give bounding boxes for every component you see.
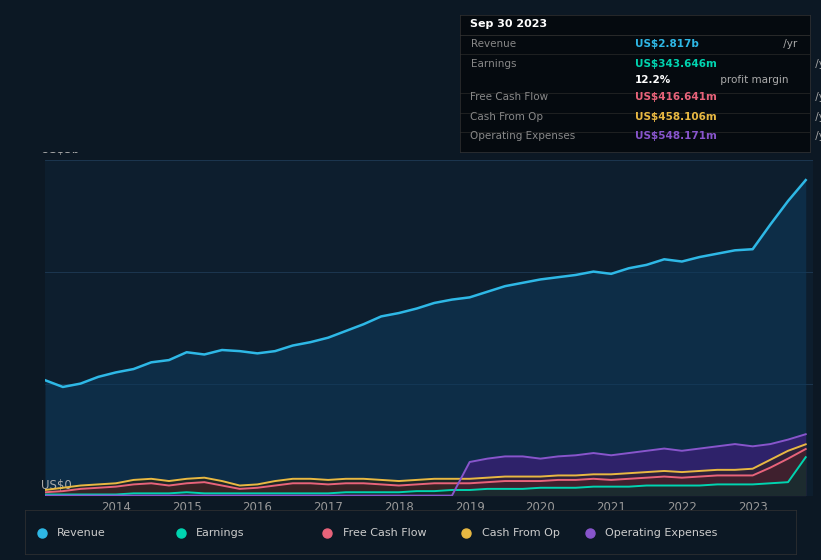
Text: 12.2%: 12.2%	[635, 74, 672, 85]
Text: Cash From Op: Cash From Op	[481, 528, 559, 538]
Text: Sep 30 2023: Sep 30 2023	[470, 19, 548, 29]
Text: /yr: /yr	[812, 92, 821, 102]
Text: US$548.171m: US$548.171m	[635, 132, 717, 141]
Text: Earnings: Earnings	[196, 528, 245, 538]
Text: profit margin: profit margin	[718, 74, 789, 85]
Text: Free Cash Flow: Free Cash Flow	[342, 528, 426, 538]
Text: /yr: /yr	[812, 59, 821, 69]
Text: Earnings: Earnings	[470, 59, 516, 69]
Text: Operating Expenses: Operating Expenses	[605, 528, 718, 538]
Text: /yr: /yr	[780, 39, 797, 49]
Text: US$2.817b: US$2.817b	[635, 39, 699, 49]
Text: US$0: US$0	[41, 479, 72, 492]
Text: Revenue: Revenue	[57, 528, 106, 538]
Text: /yr: /yr	[812, 112, 821, 122]
Text: Revenue: Revenue	[470, 39, 516, 49]
Text: US$416.641m: US$416.641m	[635, 92, 717, 102]
Text: US$343.646m: US$343.646m	[635, 59, 717, 69]
Text: US$458.106m: US$458.106m	[635, 112, 717, 122]
Text: Free Cash Flow: Free Cash Flow	[470, 92, 548, 102]
Text: Cash From Op: Cash From Op	[470, 112, 544, 122]
Text: Operating Expenses: Operating Expenses	[470, 132, 576, 141]
Text: US$3b: US$3b	[41, 143, 80, 156]
Text: /yr: /yr	[812, 132, 821, 141]
